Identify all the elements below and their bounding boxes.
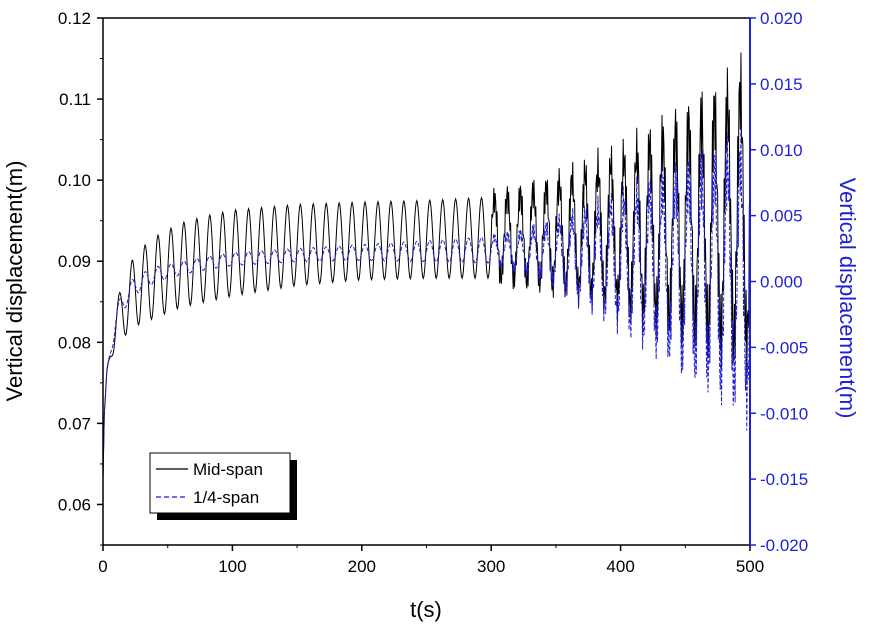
right-tick-label: -0.010 [760,404,808,423]
right-tick-label: -0.015 [760,470,808,489]
x-tick-label: 300 [477,557,505,576]
x-axis-ticks: 0 100 200 300 400 500 [98,545,764,576]
left-y-axis-label: Vertical displacement(m) [2,161,27,402]
legend: Mid-span 1/4-span [149,452,297,520]
right-tick-label: -0.020 [760,536,808,555]
x-tick-label: 100 [218,557,246,576]
left-tick-label: 0.12 [58,9,91,28]
left-tick-label: 0.09 [58,252,91,271]
right-tick-label: 0.000 [760,273,803,292]
x-tick-label: 400 [606,557,634,576]
x-tick-label: 200 [348,557,376,576]
left-tick-label: 0.10 [58,171,91,190]
left-tick-label: 0.11 [59,90,91,109]
right-tick-label: 0.005 [760,207,803,226]
x-axis-label: t(s) [410,597,442,622]
right-y-axis-label: Vertical displacement(m) [835,178,860,419]
right-tick-label: 0.020 [760,9,803,28]
x-tick-label: 0 [98,557,107,576]
plot-lines [102,52,751,481]
legend-box [149,452,291,514]
left-axis-ticks: 0.06 0.07 0.08 0.09 0.10 0.11 0.12 [58,9,103,546]
legend-label-mid-span: Mid-span [193,460,263,479]
series-line-mid-span [102,52,751,481]
right-tick-label: -0.005 [760,338,808,357]
x-tick-label: 500 [736,557,764,576]
right-tick-label: 0.010 [760,141,803,160]
right-axis-ticks: -0.020 -0.015 -0.010 -0.005 0.000 0.005 0.010 0… [750,9,808,555]
legend-label-quarter-span: 1/4-span [193,488,259,507]
right-tick-label: 0.015 [760,75,803,94]
series-line-quarter-span [102,125,751,480]
left-tick-label: 0.08 [58,333,91,352]
left-tick-label: 0.07 [58,414,91,433]
left-tick-label: 0.06 [58,495,91,514]
